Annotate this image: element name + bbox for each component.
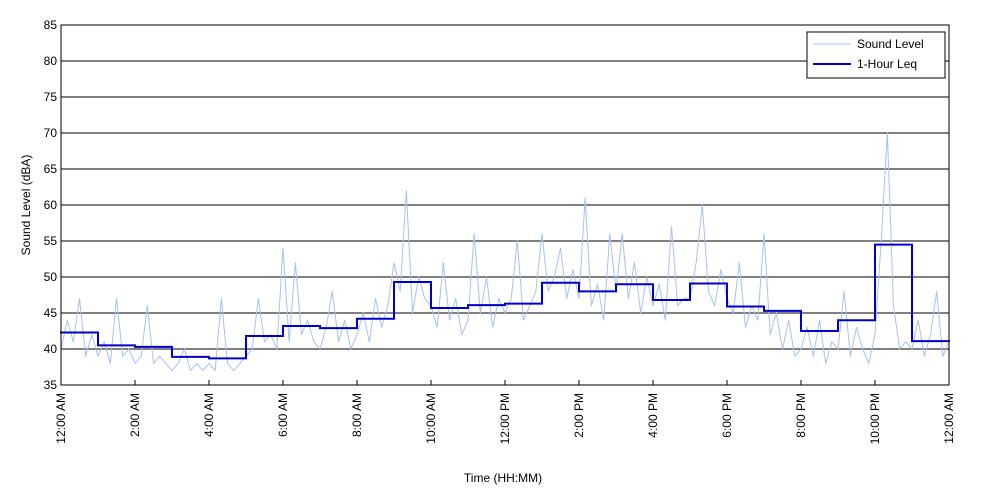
legend-label: 1-Hour Leq xyxy=(857,57,917,71)
x-tick-label: 4:00 AM xyxy=(202,393,216,437)
x-tick-label: 12:00 PM xyxy=(498,393,512,444)
y-tick-label: 45 xyxy=(44,306,58,320)
y-tick-label: 80 xyxy=(44,54,58,68)
x-tick-label: 12:00 AM xyxy=(54,393,68,444)
x-tick-label: 10:00 PM xyxy=(868,393,882,444)
y-tick-label: 55 xyxy=(44,234,58,248)
x-tick-label: 12:00 AM xyxy=(942,393,956,444)
x-tick-label: 4:00 PM xyxy=(646,393,660,438)
x-tick-label: 8:00 AM xyxy=(350,393,364,437)
legend-box xyxy=(806,31,946,79)
y-tick-label: 65 xyxy=(44,162,58,176)
x-tick-label: 8:00 PM xyxy=(794,393,808,438)
y-axis-label: Sound Level (dBA) xyxy=(19,155,33,256)
series-line xyxy=(60,132,950,372)
x-tick-label: 2:00 AM xyxy=(128,393,142,437)
y-tick-label: 50 xyxy=(44,270,58,284)
plot-frame xyxy=(60,24,950,386)
y-tick-label: 60 xyxy=(44,198,58,212)
legend-label: Sound Level xyxy=(857,37,924,51)
y-tick-label: 70 xyxy=(44,126,58,140)
x-tick-label: 6:00 AM xyxy=(276,393,290,437)
y-tick-label: 85 xyxy=(44,18,58,32)
y-tick-label: 75 xyxy=(44,90,58,104)
y-tick-label: 35 xyxy=(44,378,58,392)
x-axis-label: Time (HH:MM) xyxy=(464,471,542,485)
y-tick-label: 40 xyxy=(44,342,58,356)
x-tick-label: 6:00 PM xyxy=(720,393,734,438)
x-tick-label: 10:00 AM xyxy=(424,393,438,444)
x-tick-label: 2:00 PM xyxy=(572,393,586,438)
